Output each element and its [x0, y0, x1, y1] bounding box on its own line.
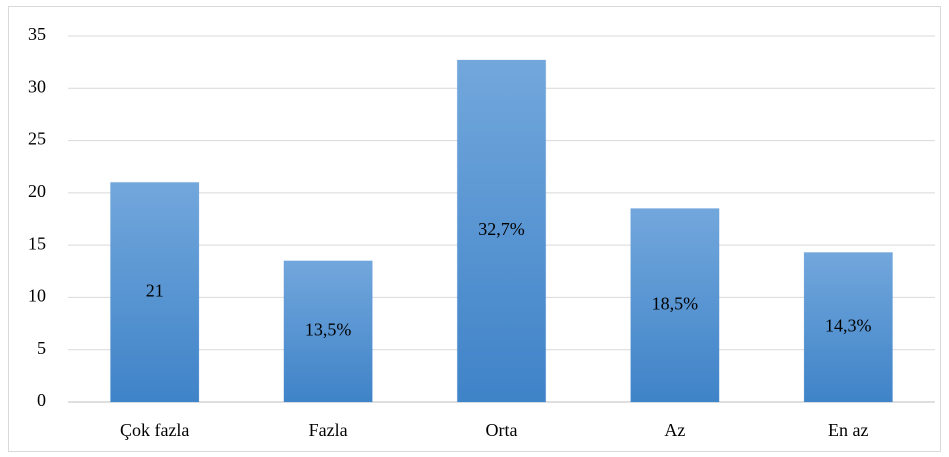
y-tick-label: 10 — [28, 286, 46, 306]
y-tick-label: 30 — [28, 76, 46, 96]
y-tick-label: 0 — [37, 390, 46, 410]
x-tick-label: Az — [664, 420, 685, 440]
x-tick-label: Orta — [486, 420, 518, 440]
data-label: 13,5% — [305, 320, 352, 340]
x-tick-label: En az — [828, 420, 868, 440]
y-tick-label: 25 — [28, 129, 46, 149]
data-label: 32,7% — [478, 219, 525, 239]
y-tick-label: 35 — [28, 24, 46, 44]
bar — [456, 59, 547, 403]
data-label: 14,3% — [825, 315, 872, 335]
y-tick-label: 5 — [37, 338, 46, 358]
x-tick-label: Çok fazla — [120, 420, 189, 440]
x-tick-label: Fazla — [309, 420, 348, 440]
bar — [109, 181, 200, 403]
y-tick-label: 15 — [28, 233, 46, 253]
data-label: 21 — [146, 280, 164, 300]
bar — [630, 208, 720, 403]
y-tick-label: 20 — [28, 181, 46, 201]
bar — [803, 251, 894, 403]
data-label: 18,5% — [652, 293, 699, 313]
bar — [283, 260, 373, 403]
